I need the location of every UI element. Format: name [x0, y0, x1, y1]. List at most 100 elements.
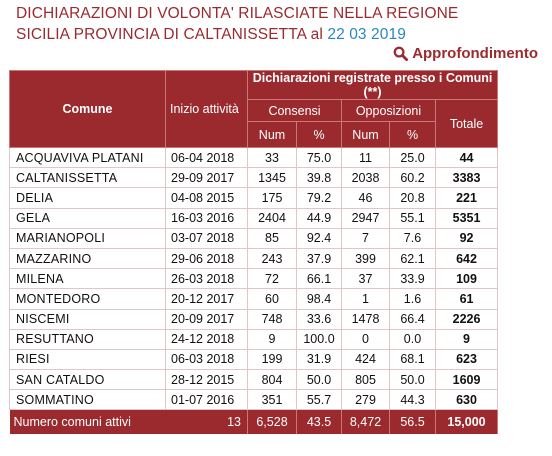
cell-totale: 61 — [435, 288, 499, 310]
cell-totale: 1609 — [435, 369, 499, 391]
table-row: MAZZARINO 29-06 2018 243 37.9 399 62.1 642 — [9, 248, 499, 270]
cell-totale: 44 — [435, 147, 499, 169]
cell-totale: 92 — [435, 228, 499, 249]
cell-consensi-pct: 98.4 — [296, 288, 342, 310]
table-row: MARIANOPOLI 03-07 2018 85 92.4 7 7.6 92 — [9, 228, 499, 249]
cell-inizio: 29-06 2018 — [165, 248, 248, 270]
header-inizio: Inizio attività — [165, 70, 248, 148]
title-date-prefix: al — [310, 26, 323, 43]
cell-consensi-num: 804 — [247, 369, 297, 391]
cell-opposizioni-pct: 50.0 — [389, 369, 436, 391]
cell-consensi-pct: 50.0 — [296, 369, 342, 391]
approfondimento-link[interactable]: Approfondimento — [393, 45, 538, 62]
cell-totale: 623 — [435, 349, 499, 371]
cell-consensi-num: 9 — [247, 329, 297, 350]
table-row: SOMMATINO 01-07 2016 351 55.7 279 44.3 630 — [9, 389, 499, 411]
cell-opposizioni-pct: 44.3 — [389, 389, 436, 411]
cell-consensi-pct: 92.4 — [296, 228, 342, 249]
cell-opposizioni-num: 7 — [341, 228, 390, 249]
page-title: DICHIARAZIONI DI VOLONTA' RILASCIATE NEL… — [16, 3, 546, 45]
footer-opposizioni-num: 8,472 — [341, 409, 390, 435]
table-row: MONTEDORO 20-12 2017 60 98.4 1 1.6 61 — [9, 288, 499, 310]
cell-totale: 642 — [435, 248, 499, 270]
cell-opposizioni-pct: 55.1 — [389, 208, 436, 229]
cell-opposizioni-pct: 66.4 — [389, 309, 436, 330]
cell-opposizioni-pct: 68.1 — [389, 349, 436, 371]
header-group: Dichiarazioni registrate presso i Comuni… — [246, 70, 499, 100]
table-row: RIESI 06-03 2018 199 31.9 424 68.1 623 — [9, 349, 499, 371]
table-row: NISCEMI 20-09 2017 748 33.6 1478 66.4 2226 — [9, 309, 499, 330]
cell-totale: 221 — [435, 187, 499, 209]
cell-opposizioni-num: 399 — [341, 248, 390, 270]
cell-inizio: 29-09 2017 — [165, 167, 248, 189]
header-consensi-pct: % — [296, 121, 342, 148]
cell-comune: GELA — [9, 208, 166, 229]
footer-label-cell: Numero comuni attivi 13 — [9, 409, 248, 435]
footer-totale: 15,000 — [435, 409, 499, 435]
cell-inizio: 04-08 2015 — [165, 187, 248, 209]
cell-consensi-num: 1345 — [247, 167, 297, 189]
cell-comune: RESUTTANO — [9, 329, 166, 350]
cell-inizio: 20-12 2017 — [165, 288, 248, 310]
table-row: SAN CATALDO 28-12 2015 804 50.0 805 50.0 1609 — [9, 369, 499, 391]
title-line-1: DICHIARAZIONI DI VOLONTA' RILASCIATE NEL… — [16, 5, 459, 22]
cell-opposizioni-pct: 60.2 — [389, 167, 436, 189]
header-consensi: Consensi — [247, 99, 342, 122]
cell-consensi-num: 72 — [247, 268, 297, 290]
cell-comune: MAZZARINO — [9, 248, 166, 270]
cell-comune: SAN CATALDO — [9, 369, 166, 391]
cell-inizio: 24-12 2018 — [165, 329, 248, 350]
search-icon — [393, 46, 409, 61]
title-date: 22 03 2019 — [327, 26, 406, 43]
table-row: RESUTTANO 24-12 2018 9 100.0 0 0.0 9 — [9, 329, 499, 350]
table-row: ACQUAVIVA PLATANI 06-04 2018 33 75.0 11 25.0 4… — [9, 147, 499, 169]
cell-consensi-pct: 66.1 — [296, 268, 342, 290]
cell-consensi-num: 243 — [247, 248, 297, 270]
cell-comune: DELIA — [9, 187, 166, 209]
cell-inizio: 06-04 2018 — [165, 147, 248, 169]
header-opposizioni-num: Num — [341, 121, 390, 148]
cell-consensi-num: 748 — [247, 309, 297, 330]
cell-opposizioni-pct: 20.8 — [389, 187, 436, 209]
cell-comune: RIESI — [9, 349, 166, 371]
cell-opposizioni-num: 2947 — [341, 208, 390, 229]
cell-consensi-pct: 75.0 — [296, 147, 342, 169]
title-line-2: SICILIA PROVINCIA DI CALTANISSETTA al 22… — [16, 24, 546, 45]
cell-opposizioni-pct: 33.9 — [389, 268, 436, 290]
cell-consensi-pct: 33.6 — [296, 309, 342, 330]
cell-opposizioni-pct: 0.0 — [389, 329, 436, 350]
cell-comune: NISCEMI — [9, 309, 166, 330]
cell-opposizioni-num: 0 — [341, 329, 390, 350]
footer-count: 13 — [227, 415, 241, 430]
cell-totale: 3383 — [435, 167, 499, 189]
cell-totale: 2226 — [435, 309, 499, 330]
title-region: SICILIA PROVINCIA DI CALTANISSETTA — [16, 26, 307, 43]
cell-consensi-pct: 100.0 — [296, 329, 342, 350]
cell-opposizioni-num: 805 — [341, 369, 390, 391]
header-opposizioni: Opposizioni — [341, 99, 436, 122]
cell-opposizioni-pct: 62.1 — [389, 248, 436, 270]
table-row: CALTANISSETTA 29-09 2017 1345 39.8 2038 60.2 3… — [9, 167, 499, 189]
cell-opposizioni-num: 11 — [341, 147, 390, 169]
cell-opposizioni-num: 279 — [341, 389, 390, 411]
cell-comune: SOMMATINO — [9, 389, 166, 411]
cell-consensi-num: 199 — [247, 349, 297, 371]
cell-totale: 109 — [435, 268, 499, 290]
cell-opposizioni-num: 46 — [341, 187, 390, 209]
cell-totale: 630 — [435, 389, 499, 411]
cell-inizio: 20-09 2017 — [165, 309, 248, 330]
footer-consensi-pct: 43.5 — [296, 409, 342, 435]
footer-label: Numero comuni attivi — [13, 415, 131, 430]
cell-comune: MARIANOPOLI — [9, 228, 166, 249]
cell-opposizioni-pct: 1.6 — [389, 288, 436, 310]
cell-consensi-num: 33 — [247, 147, 297, 169]
cell-opposizioni-num: 1 — [341, 288, 390, 310]
table-footer-row: Numero comuni attivi 13 6,528 43.5 8,472 … — [9, 409, 499, 435]
cell-inizio: 28-12 2015 — [165, 369, 248, 391]
cell-inizio: 16-03 2016 — [165, 208, 248, 229]
cell-comune: ACQUAVIVA PLATANI — [9, 147, 166, 169]
cell-totale: 9 — [435, 329, 499, 350]
cell-consensi-pct: 44.9 — [296, 208, 342, 229]
footer-opposizioni-pct: 56.5 — [389, 409, 436, 435]
cell-inizio: 06-03 2018 — [165, 349, 248, 371]
